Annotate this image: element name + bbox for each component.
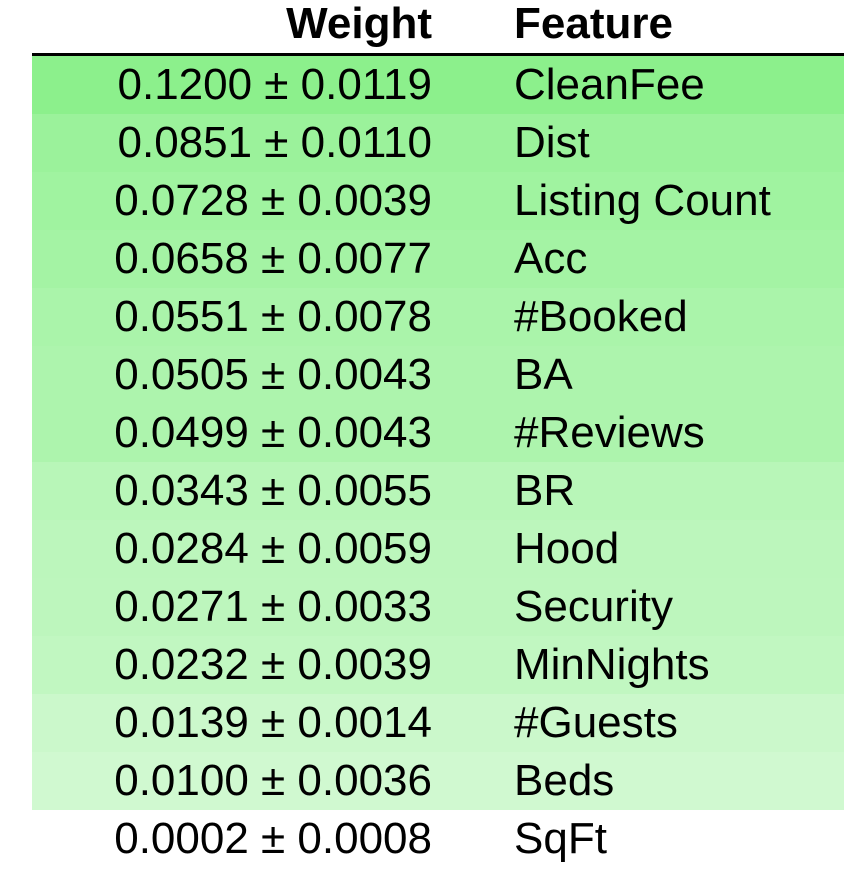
weight-cell: 0.0271 ± 0.0033 xyxy=(114,582,432,631)
feature-cell: BA xyxy=(514,350,573,399)
weight-cell: 0.0499 ± 0.0043 xyxy=(114,408,432,457)
weight-cell: 0.0505 ± 0.0043 xyxy=(114,350,432,399)
feature-cell: #Guests xyxy=(514,698,678,747)
feature-cell: CleanFee xyxy=(514,60,705,109)
table-row: 0.0232 ± 0.0039 MinNights xyxy=(32,636,844,694)
feature-column-header: Feature xyxy=(514,0,673,48)
feature-cell: Beds xyxy=(514,756,615,805)
weight-column-header: Weight xyxy=(286,0,432,48)
table-row: 0.0658 ± 0.0077 Acc xyxy=(32,230,844,288)
table-row: 0.0002 ± 0.0008 SqFt xyxy=(32,810,844,868)
table-row: 0.0100 ± 0.0036 Beds xyxy=(32,752,844,810)
weight-cell: 0.0658 ± 0.0077 xyxy=(114,234,432,283)
feature-cell: Acc xyxy=(514,234,588,283)
table-row: 0.1200 ± 0.0119 CleanFee xyxy=(32,56,844,114)
table-row: 0.0505 ± 0.0043 BA xyxy=(32,346,844,404)
weight-cell: 0.0002 ± 0.0008 xyxy=(114,814,432,863)
table-row: 0.0343 ± 0.0055 BR xyxy=(32,462,844,520)
weight-cell: 0.0728 ± 0.0039 xyxy=(114,176,432,225)
weight-cell: 0.0343 ± 0.0055 xyxy=(114,466,432,515)
table-row: 0.0851 ± 0.0110 Dist xyxy=(32,114,844,172)
table-row: 0.0271 ± 0.0033 Security xyxy=(32,578,844,636)
weight-cell: 0.0100 ± 0.0036 xyxy=(114,756,432,805)
feature-cell: Dist xyxy=(514,118,590,167)
feature-cell: Listing Count xyxy=(514,176,771,225)
table-body: 0.1200 ± 0.0119 CleanFee 0.0851 ± 0.0110 Di… xyxy=(32,56,844,868)
weight-cell: 0.0851 ± 0.0110 xyxy=(117,118,433,167)
table-header: Weight Feature xyxy=(32,0,844,56)
table-row: 0.0284 ± 0.0059 Hood xyxy=(32,520,844,578)
table-row: 0.0728 ± 0.0039 Listing Count xyxy=(32,172,844,230)
feature-cell: Hood xyxy=(514,524,620,573)
table-row: 0.0551 ± 0.0078 #Booked xyxy=(32,288,844,346)
weight-cell: 0.0139 ± 0.0014 xyxy=(114,698,432,747)
table-row: 0.0139 ± 0.0014 #Guests xyxy=(32,694,844,752)
weight-cell: 0.0232 ± 0.0039 xyxy=(114,640,432,689)
weight-cell: 0.0284 ± 0.0059 xyxy=(114,524,432,573)
feature-cell: BR xyxy=(514,466,576,515)
feature-cell: Security xyxy=(514,582,673,631)
feature-cell: MinNights xyxy=(514,640,710,689)
weight-cell: 0.1200 ± 0.0119 xyxy=(117,60,433,109)
feature-cell: SqFt xyxy=(514,814,607,863)
weight-cell: 0.0551 ± 0.0078 xyxy=(114,292,432,341)
feature-cell: #Booked xyxy=(514,292,688,341)
table-row: 0.0499 ± 0.0043 #Reviews xyxy=(32,404,844,462)
feature-weights-table: Weight Feature 0.1200 ± 0.0119 CleanFee 0.… xyxy=(32,0,844,868)
feature-cell: #Reviews xyxy=(514,408,705,457)
